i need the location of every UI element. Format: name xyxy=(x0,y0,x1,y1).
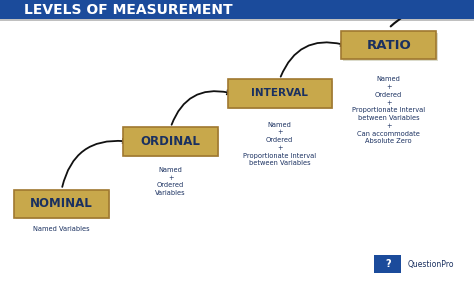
FancyBboxPatch shape xyxy=(374,255,401,273)
FancyBboxPatch shape xyxy=(341,31,436,59)
Text: ORDINAL: ORDINAL xyxy=(141,135,201,148)
Text: RATIO: RATIO xyxy=(366,39,411,52)
Text: NOMINAL: NOMINAL xyxy=(30,197,93,210)
Text: QuestionPro: QuestionPro xyxy=(408,260,454,269)
Text: ?: ? xyxy=(385,259,391,269)
FancyBboxPatch shape xyxy=(0,0,474,19)
FancyBboxPatch shape xyxy=(0,19,474,21)
FancyBboxPatch shape xyxy=(125,129,219,157)
FancyBboxPatch shape xyxy=(16,191,110,219)
Text: Named
+
Ordered
+
Proportionate Interval
between Variables: Named + Ordered + Proportionate Interval… xyxy=(243,122,316,166)
FancyBboxPatch shape xyxy=(229,81,333,109)
Text: INTERVAL: INTERVAL xyxy=(251,88,308,98)
Text: LEVELS OF MEASUREMENT: LEVELS OF MEASUREMENT xyxy=(24,3,232,17)
FancyBboxPatch shape xyxy=(228,79,332,108)
FancyBboxPatch shape xyxy=(123,127,218,156)
FancyBboxPatch shape xyxy=(343,33,438,61)
Text: Named
+
Ordered
Variables: Named + Ordered Variables xyxy=(155,167,186,196)
FancyBboxPatch shape xyxy=(14,190,109,218)
Text: Named Variables: Named Variables xyxy=(33,226,90,232)
Text: Named
+
Ordered
+
Proportionate Interval
between Variables
+
Can accommodate
Abs: Named + Ordered + Proportionate Interval… xyxy=(352,76,425,144)
